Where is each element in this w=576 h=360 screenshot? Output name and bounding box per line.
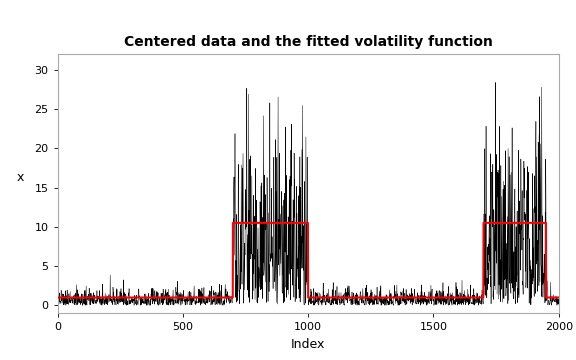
Y-axis label: x: x <box>17 171 24 184</box>
X-axis label: Index: Index <box>291 338 325 351</box>
Title: Centered data and the fitted volatility function: Centered data and the fitted volatility … <box>124 35 492 49</box>
